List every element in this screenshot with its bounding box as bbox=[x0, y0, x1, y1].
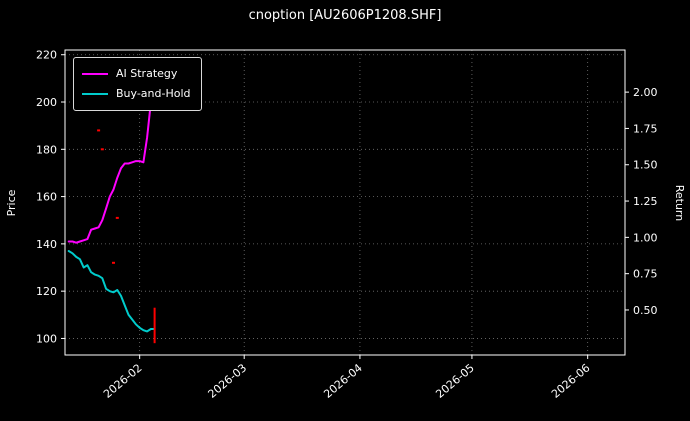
svg-text:1.50: 1.50 bbox=[633, 159, 658, 172]
svg-text:2026-03: 2026-03 bbox=[206, 361, 250, 401]
svg-text:2026-04: 2026-04 bbox=[321, 361, 365, 401]
legend-label-buy-and-hold: Buy-and-Hold bbox=[116, 87, 191, 100]
svg-text:160: 160 bbox=[36, 191, 57, 204]
svg-text:0.50: 0.50 bbox=[633, 304, 658, 317]
legend-label-ai-strategy: AI Strategy bbox=[116, 67, 178, 80]
svg-text:120: 120 bbox=[36, 285, 57, 298]
svg-text:1.75: 1.75 bbox=[633, 122, 658, 135]
ai-strategy-line-swatch bbox=[82, 73, 108, 75]
left-axis-title: Price bbox=[5, 189, 18, 216]
svg-text:220: 220 bbox=[36, 49, 57, 62]
chart-title: cnoption [AU2606P1208.SHF] bbox=[248, 8, 442, 23]
svg-text:140: 140 bbox=[36, 238, 57, 251]
svg-text:180: 180 bbox=[36, 143, 57, 156]
svg-text:1.00: 1.00 bbox=[633, 231, 658, 244]
right-axis-title: Return bbox=[673, 185, 686, 222]
svg-text:0.75: 0.75 bbox=[633, 268, 658, 281]
svg-text:2026-02: 2026-02 bbox=[101, 361, 145, 401]
svg-text:1.25: 1.25 bbox=[633, 195, 658, 208]
legend-item-ai-strategy: AI Strategy bbox=[82, 64, 191, 84]
svg-text:2026-05: 2026-05 bbox=[433, 361, 477, 401]
svg-text:200: 200 bbox=[36, 96, 57, 109]
svg-text:100: 100 bbox=[36, 332, 57, 345]
svg-text:2.00: 2.00 bbox=[633, 86, 658, 99]
legend-item-buy-and-hold: Buy-and-Hold bbox=[82, 84, 191, 104]
svg-text:2026-06: 2026-06 bbox=[549, 361, 593, 401]
buy-and-hold-line-swatch bbox=[82, 93, 108, 95]
legend: AI Strategy Buy-and-Hold bbox=[73, 57, 202, 111]
